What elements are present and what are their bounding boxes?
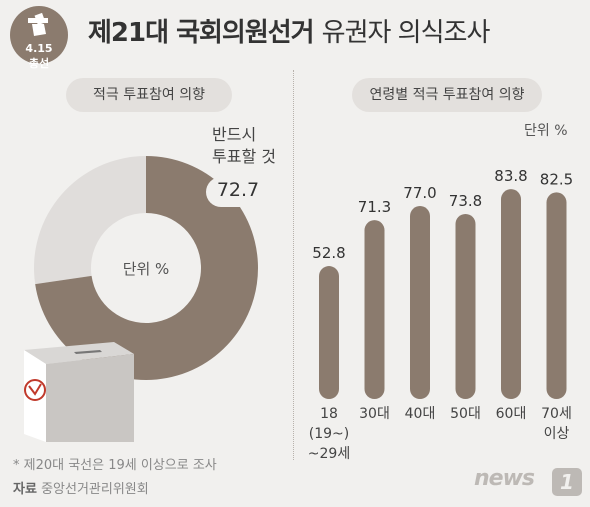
bar-value-label: 73.8 <box>449 192 482 210</box>
source-label: 자료 <box>13 482 37 497</box>
badge-label: 총선 <box>28 57 50 70</box>
title-light: 유권자 의식조사 <box>321 18 491 48</box>
election-badge: 4.15 총선 <box>10 6 68 70</box>
bar-category-label: 60대 <box>496 406 527 422</box>
title-bold: 제21대 국회의원선거 <box>88 18 315 48</box>
bar-category-label: 이상 <box>544 426 570 442</box>
bar <box>319 266 339 399</box>
bar-chart: 52.8 18 (19~) ~29세 71.3 30대 77.0 40대 73.8 50대 83.8… <box>308 167 573 462</box>
bar <box>410 206 430 399</box>
panel-divider <box>293 70 294 460</box>
bar-category-label: (19~) <box>309 426 349 442</box>
bar-group: 52.8 18 (19~) ~29세 <box>308 244 350 462</box>
donut-value-box <box>206 177 270 207</box>
footnote: * 제20대 국선은 19세 이상으로 조사 <box>13 458 217 473</box>
donut-slice-rest <box>34 156 146 285</box>
bar-category-label: 18 <box>320 406 338 422</box>
donut-callout: 반드시 투표할 것 <box>212 124 276 168</box>
logo-text: news <box>474 466 535 491</box>
bar-category-label: 70세 <box>541 406 572 422</box>
bar <box>364 220 385 399</box>
page-title: 제21대 국회의원선거 유권자 의식조사 <box>88 12 491 49</box>
bar-unit: 단위 % <box>524 123 568 139</box>
election-seal-icon <box>24 379 46 401</box>
bar-group: 73.8 50대 <box>449 192 482 422</box>
bar-heading: 연령별 적극 투표참여 의향 <box>352 78 542 112</box>
source: 자료 중앙선거관리위원회 <box>13 478 149 497</box>
bar-value-label: 71.3 <box>358 198 391 216</box>
donut-heading: 적극 투표참여 의향 <box>66 78 232 112</box>
callout-line-2: 투표할 것 <box>212 147 276 166</box>
ballot-box-illustration <box>24 342 134 442</box>
bar <box>546 192 567 399</box>
source-text: 중앙선거관리위원회 <box>41 482 149 497</box>
callout-line-1: 반드시 <box>212 125 257 144</box>
bar-value-label: 83.8 <box>494 167 527 185</box>
badge-date: 4.15 <box>25 42 53 55</box>
bar-category-label: 50대 <box>450 406 481 422</box>
bar-value-label: 82.5 <box>540 170 573 188</box>
news1-logo: news 1 <box>474 466 584 500</box>
bar-group: 83.8 60대 <box>494 167 527 422</box>
bar <box>455 213 476 399</box>
donut-value-label: 72.7 <box>216 179 260 201</box>
bar-category-label: ~29세 <box>308 446 350 462</box>
donut-slice-vote <box>35 156 258 380</box>
bar <box>501 189 521 399</box>
donut-unit: 단위 % <box>122 260 170 278</box>
bar-group: 71.3 30대 <box>358 198 391 422</box>
bar-value-label: 77.0 <box>403 184 436 202</box>
bar-category-label: 30대 <box>359 406 390 422</box>
logo-mark: 1 <box>552 468 582 496</box>
ballot-hand-icon <box>28 12 48 36</box>
bar-group: 77.0 40대 <box>403 184 436 422</box>
bar-value-label: 52.8 <box>312 244 345 262</box>
donut-chart <box>34 156 258 380</box>
bar-category-label: 40대 <box>405 406 436 422</box>
